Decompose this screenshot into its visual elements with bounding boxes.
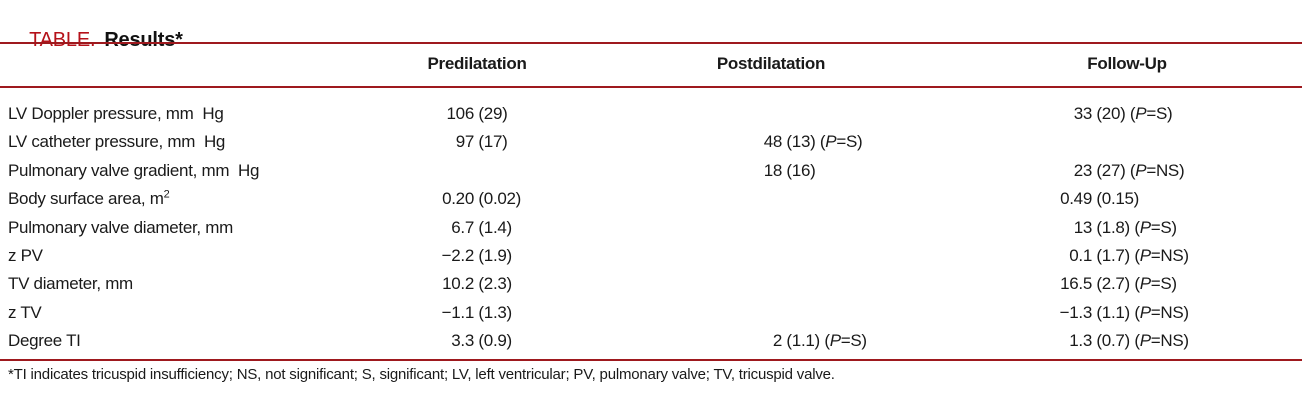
cell-predilatation: −2.2 (1.9) [340, 242, 630, 270]
cell-predilatation: 0.20 (0.02) [340, 185, 630, 213]
table-row: Body surface area, m2 0.20 (0.02) 0.49 (0.… [0, 185, 1302, 213]
cell-predilatation: 97 (17) [340, 128, 630, 156]
p-value-symbol: P [1139, 302, 1151, 322]
cell-value-sd: (1.1) (P=S) [782, 331, 867, 351]
table-footnote: *TI indicates tricuspid insufficiency; N… [8, 366, 835, 383]
cell-value-number: 10.2 [442, 274, 474, 294]
p-value-symbol: P [1139, 217, 1151, 237]
cell-value-sd: (29) [474, 104, 508, 123]
cell-value-sd: (13) (P=S) [782, 132, 863, 152]
table-row: Pulmonary valve gradient, mm Hg 18 (16) 23… [0, 157, 1302, 185]
cell-predilatation: 6.7 (1.4) [340, 214, 630, 242]
table-body: LV Doppler pressure, mm Hg 106 (29) 33 (20… [0, 100, 1302, 356]
cell-value-sd: (0.02) [474, 189, 522, 209]
cell-follow-up: −1.3 (1.1) (P=NS) [960, 299, 1302, 327]
cell-value-number: 13 [1073, 217, 1093, 237]
cell-value-sd: (1.3) [474, 302, 512, 322]
cell-value-sd: (17) [474, 132, 508, 152]
table-row: Degree TI 3.3 (0.9) 2 (1.1) (P=S) 1.3 (0.7)… [0, 327, 1302, 355]
cell-follow-up: 16.5 (2.7) (P=S) [960, 270, 1302, 298]
column-header-follow-up: Follow-Up [1087, 54, 1167, 73]
cell-follow-up: 33 (20) (P=S) [960, 100, 1302, 128]
cell-value-number: 48 [763, 132, 783, 152]
table-row: LV catheter pressure, mm Hg 97 (17) 48 (13… [0, 128, 1302, 156]
cell-value-number: −2.2 [441, 245, 475, 265]
cell-value-sd: (0.7) (P=NS) [1092, 331, 1189, 351]
cell-value-number: 0.20 [442, 189, 474, 209]
cell-value-number: 33 [1073, 104, 1093, 123]
cell-predilatation: 106 (29) [340, 100, 630, 128]
cell-value-sd: (1.7) (P=NS) [1092, 245, 1189, 265]
top-rule [0, 42, 1302, 44]
cell-value-sd: (1.1) (P=NS) [1092, 302, 1189, 322]
p-value-symbol: P [1139, 245, 1151, 265]
cell-value-sd: (2.3) [474, 274, 512, 294]
p-value-symbol: P [1139, 331, 1151, 351]
superscript: 2 [163, 188, 170, 201]
cell-predilatation: 3.3 (0.9) [340, 327, 630, 355]
table-row: z PV −2.2 (1.9) 0.1 (1.7) (P=NS) [0, 242, 1302, 270]
table-row: Pulmonary valve diameter, mm 6.7 (1.4) 13 … [0, 214, 1302, 242]
row-label: z TV [8, 302, 42, 322]
cell-value-sd: (27) (P=NS) [1092, 160, 1185, 180]
cell-value-number: 3.3 [451, 331, 474, 351]
cell-value-number: 0.49 [1060, 189, 1092, 209]
p-value-symbol: P [1135, 104, 1147, 123]
cell-value-number: 23 [1073, 160, 1093, 180]
p-value-symbol: P [1135, 160, 1147, 180]
row-label: TV diameter, mm [8, 274, 133, 294]
cell-predilatation: −1.1 (1.3) [340, 299, 630, 327]
cell-value-number: 2 [772, 331, 782, 351]
cell-follow-up: 1.3 (0.7) (P=NS) [960, 327, 1302, 355]
p-value-symbol: P [825, 132, 837, 152]
cell-value-sd: (0.9) [474, 331, 512, 351]
column-headers: Predilatation Postdilatation Follow-Up [0, 54, 1302, 84]
cell-value-sd: (1.4) [474, 217, 512, 237]
cell-value-number: 0.1 [1069, 245, 1092, 265]
column-header-postdilatation: Postdilatation [716, 54, 826, 73]
row-label: z PV [8, 245, 43, 265]
cell-postdilatation: 18 (16) [620, 157, 950, 185]
p-value-symbol: P [829, 331, 841, 351]
cell-value-sd: (20) (P=S) [1092, 104, 1173, 123]
cell-value-sd: (2.7) (P=S) [1092, 274, 1177, 294]
table-row: LV Doppler pressure, mm Hg 106 (29) 33 (20… [0, 100, 1302, 128]
row-label: Pulmonary valve gradient, mm Hg [8, 160, 260, 180]
column-header-predilatation: Predilatation [427, 54, 527, 73]
cell-predilatation: 10.2 (2.3) [340, 270, 630, 298]
cell-value-number: −1.1 [441, 302, 475, 322]
cell-value-number: 97 [455, 132, 475, 152]
cell-value-number: 16.5 [1060, 274, 1092, 294]
row-label: LV catheter pressure, mm Hg [8, 132, 226, 152]
cell-value-number: 106 [446, 104, 475, 123]
table-subtitle: Results* [104, 29, 183, 51]
header-rule [0, 86, 1302, 88]
cell-value-number: −1.3 [1059, 302, 1093, 322]
table-title: TABLE. Results* [8, 6, 183, 75]
cell-value-number: 18 [763, 160, 783, 180]
row-label: Degree TI [8, 331, 81, 351]
table-row: z TV −1.1 (1.3) −1.3 (1.1) (P=NS) [0, 299, 1302, 327]
cell-postdilatation: 48 (13) (P=S) [620, 128, 950, 156]
bottom-rule [0, 359, 1302, 361]
cell-follow-up: 0.1 (1.7) (P=NS) [960, 242, 1302, 270]
cell-follow-up: 23 (27) (P=NS) [960, 157, 1302, 185]
cell-value-sd: (0.15) [1092, 189, 1140, 209]
p-value-symbol: P [1139, 274, 1151, 294]
cell-value-sd: (1.9) [474, 245, 512, 265]
cell-follow-up: 13 (1.8) (P=S) [960, 214, 1302, 242]
cell-value-number: 1.3 [1069, 331, 1092, 351]
cell-postdilatation: 2 (1.1) (P=S) [620, 327, 950, 355]
row-label: Body surface area, m2 [8, 188, 170, 209]
cell-follow-up: 0.49 (0.15) [960, 185, 1302, 213]
cell-value-sd: (1.8) (P=S) [1092, 217, 1177, 237]
table-row: TV diameter, mm 10.2 (2.3) 16.5 (2.7) (P=S… [0, 270, 1302, 298]
cell-value-sd: (16) [782, 160, 816, 180]
row-label: LV Doppler pressure, mm Hg [8, 104, 224, 123]
table-label: TABLE. [29, 29, 96, 51]
row-label: Pulmonary valve diameter, mm [8, 217, 233, 237]
cell-value-number: 6.7 [451, 217, 474, 237]
